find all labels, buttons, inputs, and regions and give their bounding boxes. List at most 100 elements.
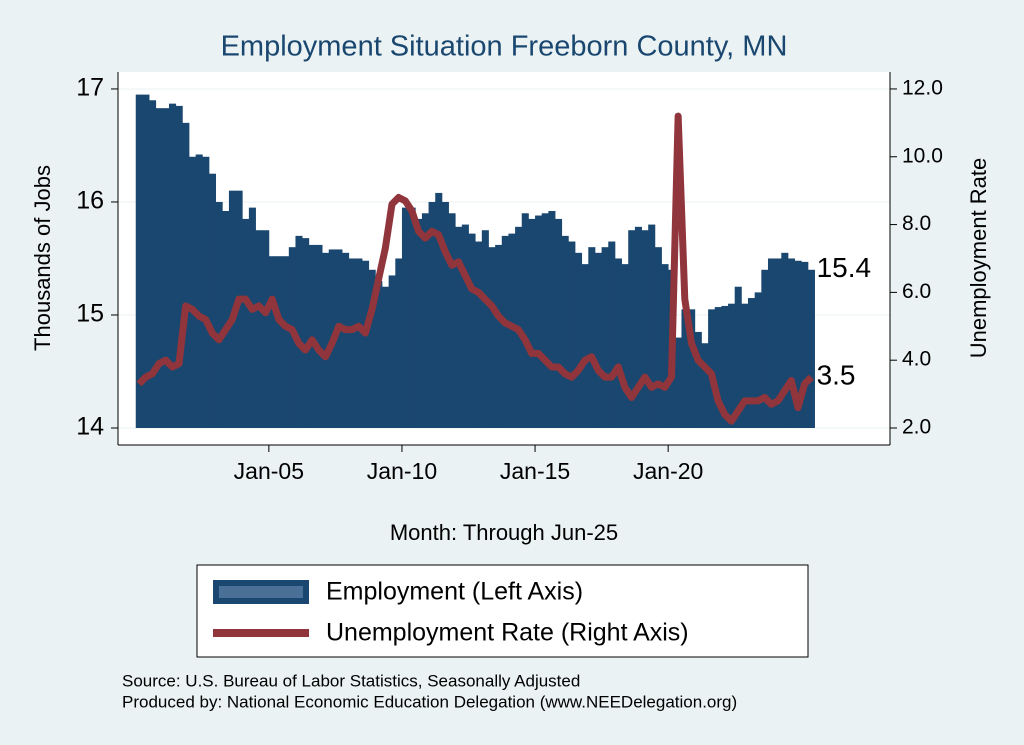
employment-bar [455, 226, 463, 428]
employment-bar [408, 207, 416, 428]
plot-layer [118, 88, 890, 429]
employment-bar [375, 281, 383, 428]
employment-bar [448, 213, 456, 428]
legend-label: Unemployment Rate (Right Axis) [326, 619, 689, 647]
employment-bar [202, 156, 210, 428]
employment-bar [388, 275, 396, 428]
employment-bar [395, 258, 403, 428]
employment-bar [488, 247, 496, 428]
employment-bar [688, 309, 696, 428]
employment-bar [335, 249, 343, 428]
employment-bar [135, 94, 143, 428]
employment-bar [581, 264, 589, 428]
employment-bar [501, 235, 509, 428]
y-tick-label: 16 [76, 187, 104, 215]
y2-tick-label: 6.0 [902, 280, 931, 303]
employment-bar [169, 103, 177, 429]
x-tick-label: Jan-20 [633, 458, 703, 484]
employment-bar [708, 309, 716, 428]
employment-bar [368, 269, 376, 428]
employment-bar [654, 247, 662, 428]
employment-bar [295, 235, 303, 428]
employment-bar [461, 224, 469, 428]
employment-bar [302, 238, 310, 428]
employment-bar [401, 207, 410, 428]
employment-bar [322, 252, 330, 428]
source-note: Source: U.S. Bureau of Labor Statistics,… [122, 671, 580, 690]
legend-label: Employment (Left Axis) [326, 578, 583, 606]
chart-title: Employment Situation Freeborn County, MN [221, 31, 788, 63]
employment-bar [807, 269, 815, 428]
employment-bar [428, 201, 436, 428]
y2-tick-label: 2.0 [902, 416, 931, 439]
employment-bar [155, 108, 163, 429]
employment-bar [182, 122, 190, 428]
employment-bar [508, 233, 516, 428]
employment-bar [787, 258, 796, 428]
employment-bar [315, 244, 323, 428]
employment-bar [588, 247, 596, 428]
employment-bar [268, 256, 276, 428]
employment-bar [781, 252, 789, 428]
y2-tick-label: 4.0 [902, 348, 931, 371]
employment-bar [754, 292, 762, 428]
employment-bar [681, 309, 689, 428]
y2-tick-label: 8.0 [902, 212, 931, 235]
employment-bar [541, 213, 549, 428]
employment-bar [748, 298, 756, 428]
employment-bar [242, 218, 250, 428]
employment-bar [674, 337, 682, 428]
employment-bar [521, 213, 529, 428]
y-tick-label: 15 [76, 300, 104, 328]
employment-bar [282, 256, 290, 428]
employment-bar [574, 252, 583, 428]
employment-bar [548, 211, 556, 428]
employment-bar [481, 230, 489, 428]
employment-bar [561, 235, 569, 428]
employment-bar [215, 201, 223, 428]
employment-bar [634, 226, 642, 428]
employment-bar [648, 224, 656, 428]
end-value-label: 3.5 [817, 360, 856, 391]
employment-bar [381, 286, 390, 428]
employment-bar [415, 218, 423, 428]
employment-bar [362, 260, 370, 428]
employment-bar [195, 154, 203, 428]
employment-bar [641, 230, 649, 428]
employment-bar [142, 94, 150, 428]
employment-bar [348, 258, 356, 428]
employment-bar [421, 213, 429, 428]
legend-swatch-inner [219, 586, 303, 598]
employment-bar [149, 100, 157, 428]
employment-bar [621, 264, 629, 428]
employment-bar [222, 211, 230, 428]
employment-bar [761, 269, 769, 428]
employment-bar [355, 258, 363, 428]
employment-bar [614, 258, 622, 428]
end-value-label: 15.4 [817, 252, 872, 283]
employment-bar [475, 241, 483, 428]
employment-bar [801, 261, 809, 428]
employment-bar [608, 241, 616, 428]
employment-bar [694, 331, 702, 428]
employment-bar [741, 303, 749, 428]
employment-bar [701, 343, 709, 428]
y-tick-label: 14 [76, 413, 104, 441]
employment-bar [594, 252, 603, 428]
employment-bar [468, 233, 476, 428]
employment-bar [495, 244, 503, 428]
employment-bar [628, 230, 636, 428]
y2-tick-label: 10.0 [902, 144, 943, 167]
employment-bar [435, 192, 443, 428]
y-axis-title: Thousands of Jobs [30, 165, 55, 351]
employment-bar [568, 241, 576, 428]
x-tick-label: Jan-05 [234, 458, 304, 484]
employment-bar [728, 303, 736, 428]
employment-bar [601, 247, 609, 428]
employment-bar [208, 173, 217, 428]
producer-note: Produced by: National Economic Education… [122, 692, 737, 711]
employment-bar [188, 156, 197, 428]
employment-bar [255, 230, 263, 428]
employment-bar [162, 108, 170, 429]
